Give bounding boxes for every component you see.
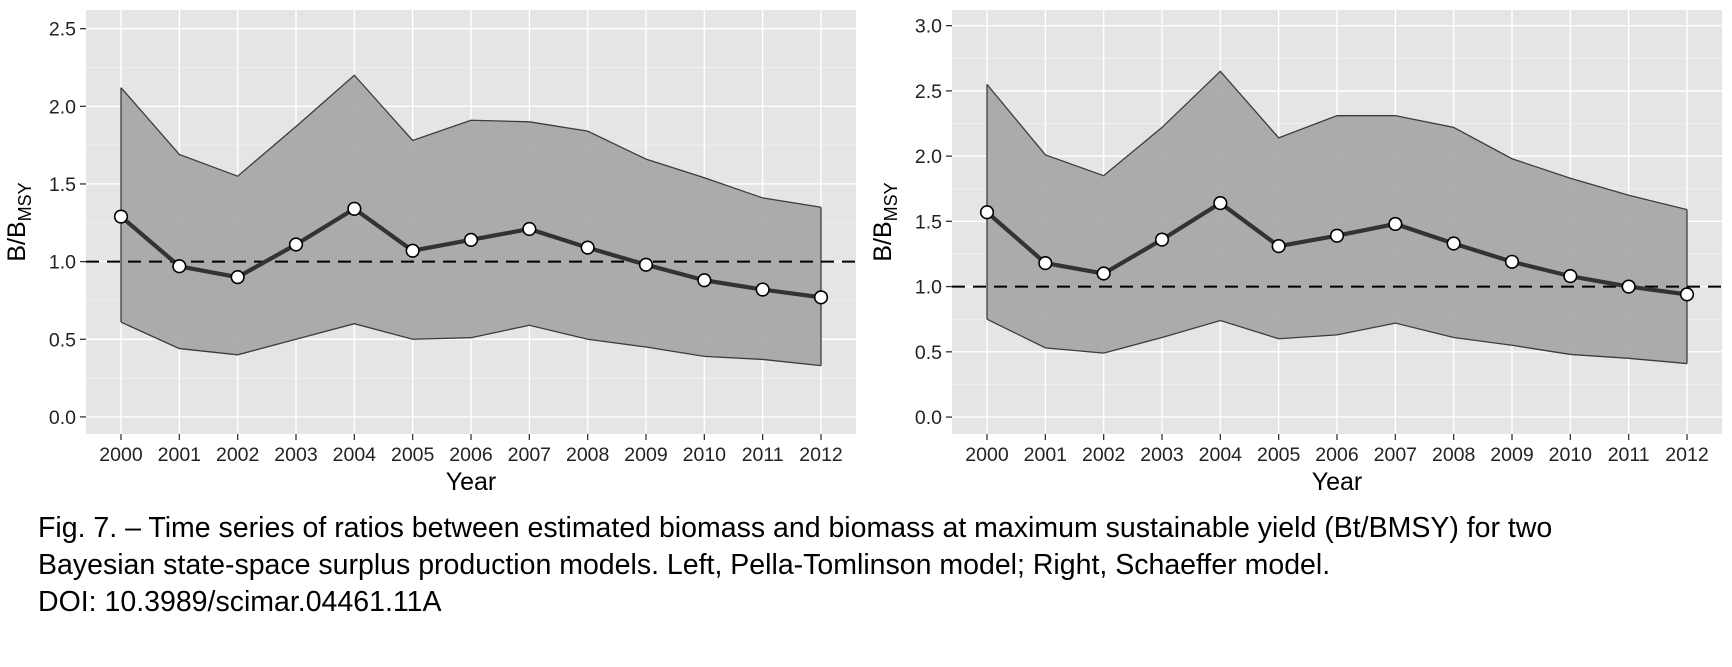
x-tick-label: 2004 — [1199, 444, 1243, 466]
data-point — [1213, 195, 1228, 211]
x-tick-label: 2009 — [1490, 444, 1533, 466]
caption-line-3: DOI: 10.3989/scimar.04461.11A — [38, 586, 442, 618]
y-axis-title: B/BMSY — [869, 182, 901, 261]
y-tick-label: 0.0 — [915, 407, 942, 429]
data-point — [1154, 232, 1170, 247]
x-tick-label: 2007 — [1374, 444, 1417, 466]
x-tick-label: 2008 — [566, 444, 609, 466]
data-point — [522, 221, 537, 237]
x-tick-label: 2009 — [624, 444, 667, 466]
data-point — [979, 205, 995, 220]
y-tick-label: 1.0 — [915, 277, 942, 299]
x-tick-label: 2012 — [799, 444, 842, 466]
y-axis-title: B/BMSY — [3, 182, 35, 261]
ribbon-lower-edge — [986, 318, 1688, 365]
data-point — [1096, 266, 1111, 281]
caption-line-1: Fig. 7. – Time series of ratios between … — [38, 512, 1553, 544]
data-point — [1388, 216, 1403, 232]
data-point — [638, 257, 654, 272]
y-tick-label: 2.5 — [49, 19, 76, 41]
x-tick-label: 2002 — [216, 444, 259, 466]
x-tick-label: 2010 — [683, 444, 727, 466]
ribbon-lower-edge — [120, 321, 822, 367]
y-tick-label: 1.5 — [49, 174, 76, 196]
data-point — [405, 243, 420, 258]
data-point — [1679, 287, 1695, 302]
data-point — [230, 270, 245, 285]
data-point — [1563, 269, 1578, 284]
data-point — [1446, 236, 1461, 251]
x-tick-label: 2006 — [1315, 444, 1358, 466]
ribbon-upper-edge — [986, 70, 1688, 211]
y-tick-label: 0.5 — [915, 342, 942, 364]
data-point — [1329, 228, 1345, 243]
x-tick-label: 2000 — [965, 444, 1009, 466]
data-point — [1621, 279, 1636, 294]
x-tick-label: 2003 — [1140, 444, 1183, 466]
x-tick-label: 2006 — [449, 444, 492, 466]
data-point — [697, 273, 712, 288]
chart-panel-2: 0.0 0.5 1.0 1.5 2.0 2.5 3.0 2000 2001 2002 2003 200… — [869, 10, 1722, 496]
x-axis-title: Year — [1312, 468, 1363, 496]
x-tick-label: 2005 — [391, 444, 435, 466]
data-point — [813, 290, 829, 305]
x-tick-label: 2004 — [333, 444, 377, 466]
x-tick-label: 2001 — [158, 444, 201, 466]
y-tick-label: 0.5 — [49, 329, 76, 351]
data-point — [755, 282, 770, 297]
y-axis-title-subscript: MSY — [15, 182, 35, 221]
x-tick-label: 2010 — [1549, 444, 1593, 466]
data-point — [580, 240, 595, 255]
y-tick-label: 1.5 — [915, 211, 942, 233]
y-tick-label: 2.0 — [915, 146, 942, 168]
data-point — [463, 232, 479, 247]
data-point — [172, 259, 187, 274]
x-tick-label: 2008 — [1432, 444, 1475, 466]
data-point — [1504, 254, 1520, 269]
y-tick-label: 2.5 — [915, 81, 942, 103]
data-point — [1271, 239, 1286, 254]
caption-line-2: Bayesian state-space surplus production … — [38, 549, 1331, 581]
data-point — [288, 237, 304, 252]
data-point — [347, 201, 362, 216]
y-axis-title-main: B/B — [3, 221, 31, 261]
y-axis-title-subscript: MSY — [881, 182, 901, 221]
ribbon-upper-edge — [120, 74, 822, 208]
x-tick-label: 2000 — [99, 444, 143, 466]
x-tick-label: 2012 — [1665, 444, 1708, 466]
x-tick-label: 2011 — [1608, 444, 1650, 466]
x-tick-label: 2002 — [1082, 444, 1125, 466]
confidence-ribbon — [121, 75, 821, 366]
chart-panel-1: 0.0 0.5 1.0 1.5 2.0 2.5 2000 2001 2002 2003 2004 20… — [3, 10, 856, 496]
data-point — [1038, 255, 1053, 271]
data-point — [113, 209, 129, 224]
x-axis-title: Year — [446, 468, 497, 496]
y-tick-label: 0.0 — [49, 407, 76, 429]
y-tick-label: 2.0 — [49, 96, 76, 118]
x-tick-label: 2001 — [1024, 444, 1067, 466]
y-tick-label: 3.0 — [915, 16, 942, 38]
x-tick-label: 2011 — [742, 444, 784, 466]
x-tick-label: 2005 — [1257, 444, 1301, 466]
y-tick-label: 1.0 — [49, 252, 76, 274]
figure-caption: Fig. 7. – Time series of ratios between … — [38, 510, 1698, 621]
x-tick-label: 2003 — [274, 444, 317, 466]
y-axis-title-main: B/B — [869, 221, 897, 261]
x-tick-label: 2007 — [508, 444, 551, 466]
confidence-ribbon — [987, 71, 1687, 364]
